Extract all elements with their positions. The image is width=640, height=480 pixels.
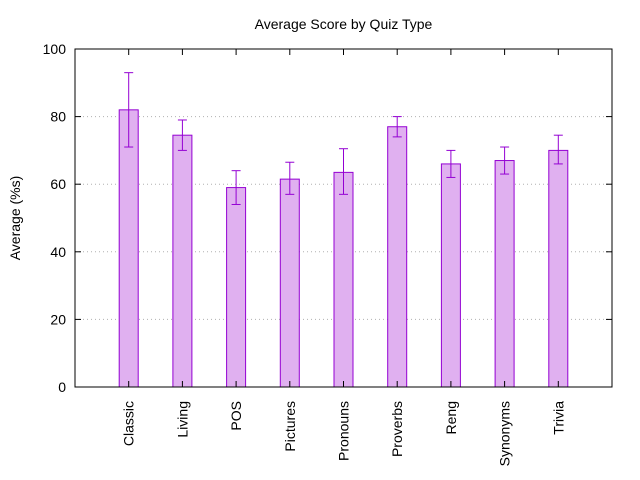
bar-pos <box>226 187 247 388</box>
x-tick-label: Trivia <box>550 401 566 435</box>
bar-pictures <box>279 178 300 388</box>
x-tick-label: Living <box>174 401 190 438</box>
x-tick-label: Reng <box>443 401 459 434</box>
y-tick-label: 0 <box>58 379 66 395</box>
bar-proverbs <box>387 126 408 388</box>
x-tick-label: Classic <box>121 401 137 446</box>
bar-classic <box>118 109 139 388</box>
bar-reng <box>440 163 461 388</box>
y-axis: 0 20 40 60 80 100 <box>43 41 612 395</box>
error-bars <box>124 72 563 205</box>
x-tick-label: Pictures <box>282 401 298 452</box>
bar-living <box>172 134 193 388</box>
x-tick-label: Synonyms <box>497 401 513 466</box>
y-tick-label: 20 <box>50 311 66 327</box>
y-tick-label: 60 <box>50 176 66 192</box>
x-tick-label: Proverbs <box>389 401 405 457</box>
y-tick-label: 40 <box>50 244 66 260</box>
bar-synonyms <box>494 160 515 388</box>
y-tick-label: 80 <box>50 109 66 125</box>
chart-title: Average Score by Quiz Type <box>255 16 433 32</box>
x-axis: Classic Living POS Pictures Pronouns Proverbs… <box>121 49 566 466</box>
bar-pronouns <box>333 171 354 388</box>
y-axis-label: Average (%s) <box>7 176 23 261</box>
x-tick-label: Pronouns <box>336 401 352 461</box>
x-tick-label: POS <box>228 401 244 431</box>
bars <box>118 109 569 388</box>
bar-trivia <box>548 149 569 388</box>
y-tick-label: 100 <box>43 41 67 57</box>
